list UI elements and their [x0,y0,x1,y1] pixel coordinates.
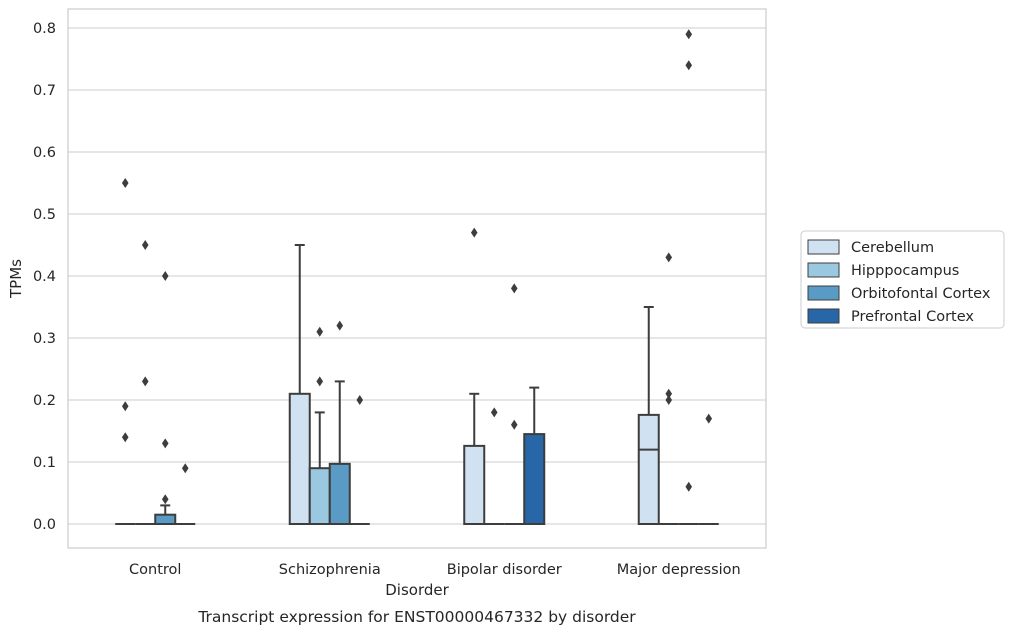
box-group [328,320,351,525]
box [523,433,546,526]
outlier-point [316,376,324,387]
legend: Cerebellum Hipppocampus Orbitofontal Corte… [800,230,1005,329]
box-group [308,326,331,526]
outlier-point [685,60,693,71]
x-tick-label: Bipolar disorder [447,562,562,578]
outlier-point [665,388,673,399]
box-group [115,178,136,525]
outlier-point [510,283,518,294]
y-ticks: 0.0 0.1 0.2 0.3 0.4 0.5 0.6 0.7 0.8 [33,21,56,533]
outlier-point [510,419,518,430]
box [154,513,177,526]
y-tick-label: 0.1 [33,455,56,471]
y-tick-label: 0.2 [33,393,56,409]
x-tick-label: Control [129,562,181,578]
box-group [154,271,177,526]
y-axis-label: TPMs [7,259,25,299]
x-tick-label: Major depression [617,562,741,578]
y-tick-label: 0.4 [33,269,56,285]
outlier-point [665,252,673,263]
box-group [678,29,699,525]
y-tick-label: 0.0 [33,517,56,533]
outlier-point [685,29,693,40]
outlier-point [141,240,149,250]
legend-swatch [807,239,840,255]
outlier-point [141,376,149,387]
box [463,444,486,526]
box-group [637,306,660,526]
outlier-point [685,481,693,492]
box-group [698,413,719,525]
y-tick-label: 0.7 [33,83,56,99]
outlier-point [161,494,169,505]
legend-label: Prefrontal Cortex [851,309,974,325]
box [288,392,311,525]
outlier-point [490,407,498,418]
chart-caption: Transcript expression for ENST0000046733… [197,608,636,626]
outlier-point [470,227,478,238]
y-tick-label: 0.5 [33,207,56,223]
plot-frame [67,8,767,549]
x-tick-label: Schizophrenia [279,562,381,578]
legend-swatch [807,308,840,324]
outlier-point [705,413,713,424]
legend-frame [800,230,1005,329]
box-group [463,227,486,526]
box [637,413,660,526]
outlier-point [121,401,129,412]
box [328,462,351,525]
legend-label: Cerebellum [851,240,934,256]
box-group [349,395,370,525]
box [308,467,331,526]
outlier-point [121,432,129,443]
box-group [523,386,546,526]
y-tick-label: 0.3 [33,331,56,347]
box-group [504,283,525,525]
outlier-point [356,395,364,405]
box-group [175,463,196,525]
outlier-point [121,178,129,188]
box-group [484,407,505,525]
legend-label: Orbitofontal Cortex [851,286,991,302]
legend-swatch [807,285,840,301]
boxes [115,29,719,526]
y-tick-label: 0.8 [33,21,56,37]
outlier-point [161,438,169,449]
outlier-point [316,326,324,337]
box-group [135,240,156,525]
outlier-point [161,271,169,281]
box-group [658,252,679,525]
x-axis-label: Disorder [385,581,449,599]
outlier-point [336,320,344,331]
grid [68,27,766,525]
x-ticks: Control Schizophrenia Bipolar disorder Majo… [129,562,741,578]
legend-label: Hipppocampus [851,263,959,279]
outlier-point [665,395,673,405]
legend-swatch [807,262,840,278]
box-group [288,244,311,525]
outlier-point [181,463,189,474]
y-tick-label: 0.6 [33,145,56,161]
